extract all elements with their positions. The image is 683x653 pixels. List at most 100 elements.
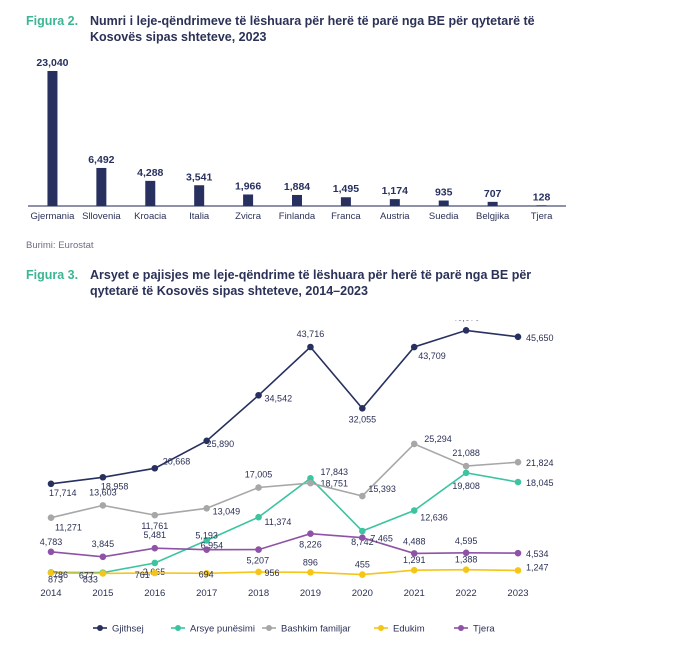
point-tjera bbox=[307, 530, 314, 538]
point-arsye-punesimi bbox=[203, 537, 210, 544]
point-tjera bbox=[255, 546, 262, 553]
figure-3-heading: Figura 3. Arsyet e pajisjes me leje-qënd… bbox=[26, 267, 560, 299]
data-label-tjera: 5,481 bbox=[144, 530, 167, 540]
point-bashkim-familjar bbox=[47, 514, 55, 522]
point-gjithsej bbox=[410, 343, 418, 351]
point-arsye-punesimi bbox=[255, 513, 262, 521]
line-chart: 17,714 18,958 20,668 25,890 34,542 43,716 32,0… bbox=[40, 320, 554, 635]
data-label-bashkim-familjar: 21,088 bbox=[452, 448, 480, 458]
legend-label-bashkim-familjar: Bashkim familjar bbox=[281, 624, 351, 635]
data-label-bashkim-familjar: 17,005 bbox=[245, 470, 273, 480]
point-gjithsej bbox=[151, 464, 159, 472]
bar-finlanda bbox=[292, 194, 302, 206]
legend-label-arsye-punesimi: Arsye punësimi bbox=[190, 624, 255, 635]
point-bashkim-familjar bbox=[99, 502, 107, 509]
point-gjithsej bbox=[462, 327, 470, 334]
source-note: Burimi: Eurostat bbox=[26, 240, 94, 251]
data-label-edukim: 956 bbox=[265, 568, 280, 578]
figure-2-label: Figura 2. bbox=[26, 14, 79, 28]
data-label-gjithsej: 43,716 bbox=[297, 329, 325, 339]
x-tick-label: 2016 bbox=[144, 588, 165, 599]
data-label-edukim: 1,247 bbox=[526, 562, 549, 572]
point-tjera bbox=[99, 553, 107, 561]
point-bashkim-familjar bbox=[410, 440, 418, 448]
bar-franca bbox=[340, 197, 351, 206]
series-line-tjera bbox=[50, 532, 519, 558]
data-label-edukim: 1,291 bbox=[403, 555, 426, 565]
data-label-gjithsej: 34,542 bbox=[265, 393, 293, 403]
legend-marker-bashkim-familjar bbox=[266, 625, 272, 631]
data-label-edukim: 896 bbox=[303, 557, 318, 567]
figure-2-heading: Figura 2. Numri i leje-qëndrimeve të lës… bbox=[26, 13, 560, 45]
x-tick-label: Sllovenia bbox=[82, 211, 121, 222]
bar-value-label: 1,966 bbox=[235, 180, 261, 192]
bar-value-label: 6,492 bbox=[88, 154, 114, 166]
point-tjera bbox=[359, 534, 366, 542]
bar-value-label: 935 bbox=[435, 187, 453, 199]
data-label-arsye-punesimi: 11,374 bbox=[265, 517, 292, 527]
point-tjera bbox=[462, 549, 470, 557]
point-gjithsej bbox=[514, 333, 522, 341]
data-label-gjithsej: 32,055 bbox=[349, 414, 377, 424]
point-edukim bbox=[514, 567, 522, 574]
point-edukim bbox=[255, 568, 262, 576]
data-label-arsye-punesimi: 18,751 bbox=[320, 478, 348, 488]
data-label-tjera: 5,193 bbox=[195, 531, 218, 541]
data-label-tjera: 5,207 bbox=[247, 556, 270, 566]
x-tick-label: Tjera bbox=[531, 211, 553, 222]
legend-marker-edukim bbox=[378, 625, 384, 631]
point-arsye-punesimi bbox=[462, 469, 470, 477]
bar-value-label: 4,288 bbox=[137, 167, 163, 179]
bar-value-label: 707 bbox=[484, 188, 502, 200]
x-tick-label: Franca bbox=[331, 211, 361, 222]
point-tjera bbox=[514, 549, 522, 557]
figure-3-label: Figura 3. bbox=[26, 268, 79, 282]
data-label-gjithsej: 17,714 bbox=[49, 488, 77, 498]
point-arsye-punesimi bbox=[410, 507, 418, 514]
point-gjithsej bbox=[255, 391, 262, 399]
bar-value-label: 1,495 bbox=[333, 183, 359, 195]
point-arsye-punesimi bbox=[307, 475, 314, 482]
x-tick-label: Gjermania bbox=[31, 211, 76, 222]
data-label-arsye-punesimi: 12,636 bbox=[420, 513, 448, 523]
x-tick-label: Austria bbox=[380, 211, 410, 222]
point-edukim bbox=[203, 570, 210, 577]
data-label-arsye-punesimi: 19,808 bbox=[452, 481, 480, 491]
legend-marker-arsye-punesimi bbox=[175, 625, 181, 631]
data-label-edukim: 677 bbox=[79, 570, 94, 580]
bar-kroacia bbox=[145, 180, 156, 206]
bar-value-label: 1,174 bbox=[382, 185, 408, 197]
bar-suedia bbox=[438, 200, 449, 206]
bar-belgjika bbox=[487, 201, 498, 206]
bar-sllovenia bbox=[96, 167, 107, 206]
data-label-gjithsej: 45,650 bbox=[526, 333, 554, 343]
series-line-edukim bbox=[50, 568, 519, 576]
bar-chart: 23,040 Gjermania 6,492 Sllovenia 4,288 Kroaci… bbox=[28, 57, 566, 222]
data-label-gjithsej: 18,958 bbox=[101, 481, 129, 491]
point-gjithsej bbox=[99, 473, 107, 481]
data-label-arsye-punesimi: 833 bbox=[83, 575, 98, 585]
data-label-bashkim-familjar: 11,271 bbox=[55, 523, 82, 533]
figure-2-title: Numri i leje-qëndrimeve të lëshuara për … bbox=[90, 14, 535, 44]
data-label-bashkim-familjar: 13,049 bbox=[213, 506, 241, 516]
bar-austria bbox=[389, 199, 400, 206]
data-label-tjera: 3,845 bbox=[92, 539, 115, 549]
x-tick-label: Belgjika bbox=[476, 211, 510, 222]
x-tick-label: 2018 bbox=[248, 588, 269, 599]
x-tick-label: 2015 bbox=[92, 588, 113, 599]
bar-value-label: 23,040 bbox=[36, 57, 68, 69]
x-tick-label: Zvicra bbox=[235, 211, 262, 222]
data-label-tjera: 4,534 bbox=[526, 549, 549, 559]
data-label-bashkim-familjar: 25,294 bbox=[424, 434, 452, 444]
point-bashkim-familjar bbox=[151, 511, 159, 519]
data-label-arsye-punesimi: 18,045 bbox=[526, 478, 554, 488]
bar-tjera bbox=[536, 205, 547, 207]
bar-zvicra bbox=[243, 194, 254, 206]
point-edukim bbox=[151, 569, 159, 577]
data-label-edukim: 455 bbox=[355, 560, 370, 570]
x-tick-label: 2014 bbox=[40, 588, 61, 599]
x-tick-label: Finlanda bbox=[279, 211, 316, 222]
x-tick-label: 2017 bbox=[196, 588, 217, 599]
legend-marker-gjithsej bbox=[97, 625, 103, 631]
data-label-gjithsej: 25,890 bbox=[207, 439, 235, 449]
